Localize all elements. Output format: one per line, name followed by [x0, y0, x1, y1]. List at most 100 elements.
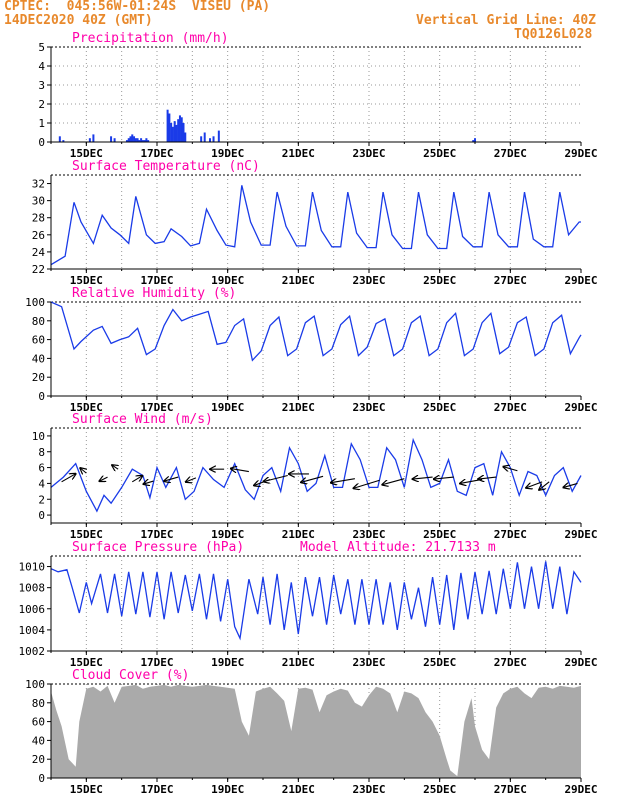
precip-bar: [209, 138, 211, 142]
ytick-label: 40: [32, 352, 45, 365]
ytick-label: 30: [32, 195, 45, 208]
temp-title: Surface Temperature (nC): [72, 159, 260, 174]
xtick-label: 19DEC: [211, 783, 244, 796]
xtick-label: 17DEC: [140, 783, 173, 796]
ytick-label: 22: [32, 263, 45, 276]
xtick-label: 19DEC: [211, 274, 244, 287]
ytick-label: 60: [32, 334, 45, 347]
xtick-label: 25DEC: [423, 274, 456, 287]
xtick-label: 21DEC: [282, 274, 315, 287]
xtick-label: 23DEC: [352, 147, 385, 160]
ytick-label: 1004: [19, 624, 46, 637]
precip-bar: [472, 140, 475, 142]
precip-bar: [133, 136, 136, 142]
xtick-label: 27DEC: [494, 528, 527, 541]
ytick-label: 24: [32, 246, 46, 259]
precip-bar: [177, 119, 180, 142]
precip-bar: [474, 138, 476, 142]
precip-bar: [168, 113, 171, 142]
ytick-label: 80: [32, 315, 45, 328]
ytick-label: 0: [38, 136, 45, 149]
precip-bar: [175, 124, 178, 142]
precip-bar: [173, 121, 176, 142]
ytick-label: 20: [32, 371, 45, 384]
ytick-label: 6: [38, 462, 45, 475]
xtick-label: 19DEC: [211, 147, 244, 160]
precip-bar: [92, 134, 95, 142]
xtick-label: 17DEC: [140, 274, 173, 287]
ytick-label: 2: [38, 98, 45, 111]
xtick-label: 15DEC: [70, 401, 103, 414]
xtick-label: 25DEC: [423, 147, 456, 160]
panel-rh: Relative Humidity (%) 0 20 40 60 80 100 15DEC 17…: [25, 286, 597, 414]
wind-arrow: [526, 481, 543, 488]
ytick-label: 1: [38, 117, 45, 130]
wind-line: [50, 437, 582, 513]
wind-arrow: [539, 481, 550, 490]
panel-pressure: Surface Pressure (hPa) Model Altitude: 21…: [19, 540, 598, 669]
ytick-label: 1008: [19, 582, 46, 595]
precip-bar: [88, 138, 91, 142]
precip-bar: [178, 115, 181, 142]
ytick-label: 1002: [19, 645, 46, 658]
wind-arrow: [143, 481, 154, 484]
panel-cloud: Cloud Cover (%) 0 20 40 60 80 100 15DEC 17DEC 19D…: [25, 668, 597, 796]
wind-arrow: [434, 477, 454, 479]
xtick-label: 27DEC: [494, 401, 527, 414]
precip-bar: [129, 136, 132, 142]
ytick-label: 4: [38, 477, 45, 490]
xtick-label: 29DEC: [564, 274, 597, 287]
precip-bar: [171, 126, 174, 142]
cloud-area: [51, 684, 581, 778]
xtick-label: 27DEC: [494, 147, 527, 160]
ytick-label: 5: [38, 41, 45, 54]
wind-arrow: [331, 478, 355, 483]
cloud-title: Cloud Cover (%): [72, 668, 189, 683]
xtick-label: 19DEC: [211, 656, 244, 669]
ytick-label: 60: [32, 716, 45, 729]
precip-bar: [131, 134, 134, 142]
xtick-label: 21DEC: [282, 147, 315, 160]
precip-bar: [127, 138, 130, 142]
header-code: TQ0126L028: [514, 27, 593, 42]
ytick-label: 100: [25, 678, 45, 691]
xtick-label: 15DEC: [70, 656, 103, 669]
xtick-label: 23DEC: [352, 783, 385, 796]
precip-title: Precipitation (mm/h): [72, 31, 229, 46]
xtick-label: 15DEC: [70, 783, 103, 796]
xtick-label: 23DEC: [352, 401, 385, 414]
precip-bar: [62, 140, 65, 142]
ytick-label: 3: [38, 79, 45, 92]
model-altitude-label: Model Altitude: 21.7133 m: [300, 540, 496, 555]
precip-bar: [136, 138, 139, 142]
precip-bar: [145, 138, 148, 142]
xtick-label: 23DEC: [352, 528, 385, 541]
wind-arrow: [164, 477, 179, 481]
xtick-label: 25DEC: [423, 656, 456, 669]
xtick-label: 25DEC: [423, 783, 456, 796]
xtick-label: 27DEC: [494, 274, 527, 287]
xtick-label: 29DEC: [564, 783, 597, 796]
wind-arrow: [503, 467, 518, 471]
wind-arrow: [231, 469, 249, 472]
header-source-line: CPTEC: 045:56W-01:24S VISEU (PA): [4, 0, 271, 14]
xtick-label: 29DEC: [564, 528, 597, 541]
xtick-label: 27DEC: [494, 783, 527, 796]
ytick-label: 4: [38, 60, 45, 73]
ytick-label: 40: [32, 734, 45, 747]
precip-bar: [110, 136, 113, 142]
precip-bar: [203, 132, 206, 142]
panel-temp: Surface Temperature (nC) 22 24 26 28 30 32 15DE…: [32, 159, 598, 287]
header-grid-line: Vertical Grid Line: 40Z: [416, 13, 597, 28]
xtick-label: 17DEC: [140, 656, 173, 669]
wind-title: Surface Wind (m/s): [72, 412, 213, 427]
xtick-label: 21DEC: [282, 528, 315, 541]
wind-arrow: [186, 478, 197, 482]
precip-bar: [141, 140, 144, 142]
pressure-line: [50, 561, 582, 641]
wind-arrow: [354, 479, 380, 488]
precip-bar: [170, 123, 173, 142]
xtick-label: 17DEC: [140, 401, 173, 414]
precip-bar: [217, 130, 220, 142]
